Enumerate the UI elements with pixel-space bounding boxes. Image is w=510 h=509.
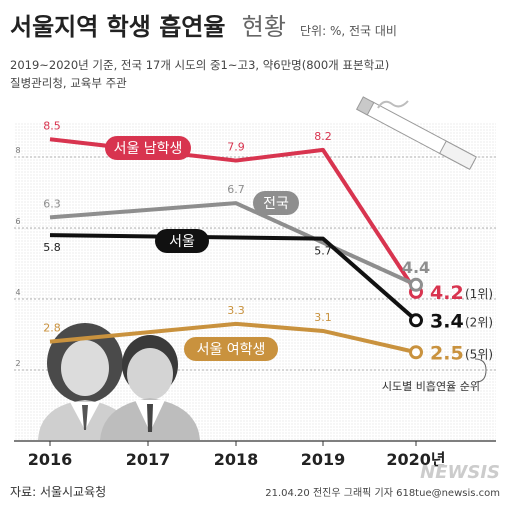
x-tick-label: 2017 [126, 450, 171, 469]
end-value-label: 3.4 [430, 310, 464, 332]
series-badge [105, 136, 191, 160]
rank-label: (1위) [465, 287, 493, 301]
subtitle-line1: 2019~2020년 기준, 전국 17개 시도의 중1~고3, 약6만명(80… [10, 58, 389, 72]
student-boy-icon [100, 335, 200, 440]
x-tick-label: 2016 [28, 450, 73, 469]
end-value-label: 4.2 [430, 282, 464, 304]
data-label: 6.7 [227, 183, 245, 196]
x-tick-label: 2020년 [386, 450, 445, 469]
y-ticks: 2 4 6 8 [15, 146, 20, 368]
end-point-marker [409, 277, 423, 292]
cigarette-icon [355, 96, 477, 171]
rank-note: 시도별 비흡연율 순위 [382, 358, 487, 393]
data-label: 6.3 [43, 197, 61, 210]
series-name-label: 서울 [169, 234, 195, 250]
rank-note-text: 시도별 비흡연율 순위 [382, 379, 480, 393]
data-label: 5.8 [43, 241, 61, 254]
y-tick-label: 8 [15, 146, 20, 155]
y-tick-label: 2 [15, 359, 20, 368]
subtitle-line2: 질병관리청, 교육부 주관 [10, 76, 127, 90]
x-tick-label: 2019 [301, 450, 346, 469]
x-axis: 2016 2017 2018 2019 2020년 [14, 440, 496, 469]
end-value-label: 4.4 [402, 258, 430, 277]
data-label: 2.8 [43, 322, 61, 335]
data-label: 7.9 [227, 141, 245, 154]
students-illustration [38, 323, 200, 440]
series-line-3 [49, 321, 417, 355]
end-point-marker [409, 313, 423, 328]
end-value-label: 2.5 [430, 342, 464, 364]
data-label: 8.5 [43, 119, 61, 132]
y-tick-label: 4 [15, 288, 20, 297]
rank-label: (2위) [465, 315, 493, 329]
data-label: 3.1 [314, 311, 332, 324]
series-line-1 [49, 201, 417, 287]
data-label: 3.3 [227, 304, 245, 317]
watermark-logo: NEWSIS [420, 462, 500, 483]
header: 서울지역 학생 흡연율 현황 단위: %, 전국 대비 2019~2020년 기… [10, 13, 397, 90]
data-label: 5.7 [314, 245, 332, 258]
data-labels: 8.5 7.9 8.2 6.3 6.7 5.8 5.7 2.8 3.3 3.1 서울 남학생전국서울… [43, 119, 493, 364]
series-name-label: 서울 여학생 [197, 342, 266, 358]
rank-label: (5위) [465, 347, 493, 361]
series-badge [253, 191, 299, 215]
source-text: 자료: 서울시교육청 [10, 485, 106, 499]
credit-text: 21.04.20 전진우 그래픽 기자 618tue@newsis.com [265, 487, 500, 499]
y-tick-label: 6 [15, 217, 20, 226]
unit-label: 단위: %, 전국 대비 [300, 24, 397, 38]
series-name-label: 전국 [263, 196, 289, 212]
data-label: 8.2 [314, 130, 332, 143]
series-badge [155, 229, 209, 253]
series-name-label: 서울 남학생 [114, 141, 183, 157]
series-badge [184, 337, 278, 361]
x-tick-label: 2018 [214, 450, 259, 469]
chart-title: 서울지역 학생 흡연율 현황 [10, 13, 286, 41]
series-line-2 [49, 233, 418, 322]
end-point-marker [409, 345, 423, 360]
footer: 자료: 서울시교육청 21.04.20 전진우 그래픽 기자 618tue@ne… [10, 462, 500, 499]
